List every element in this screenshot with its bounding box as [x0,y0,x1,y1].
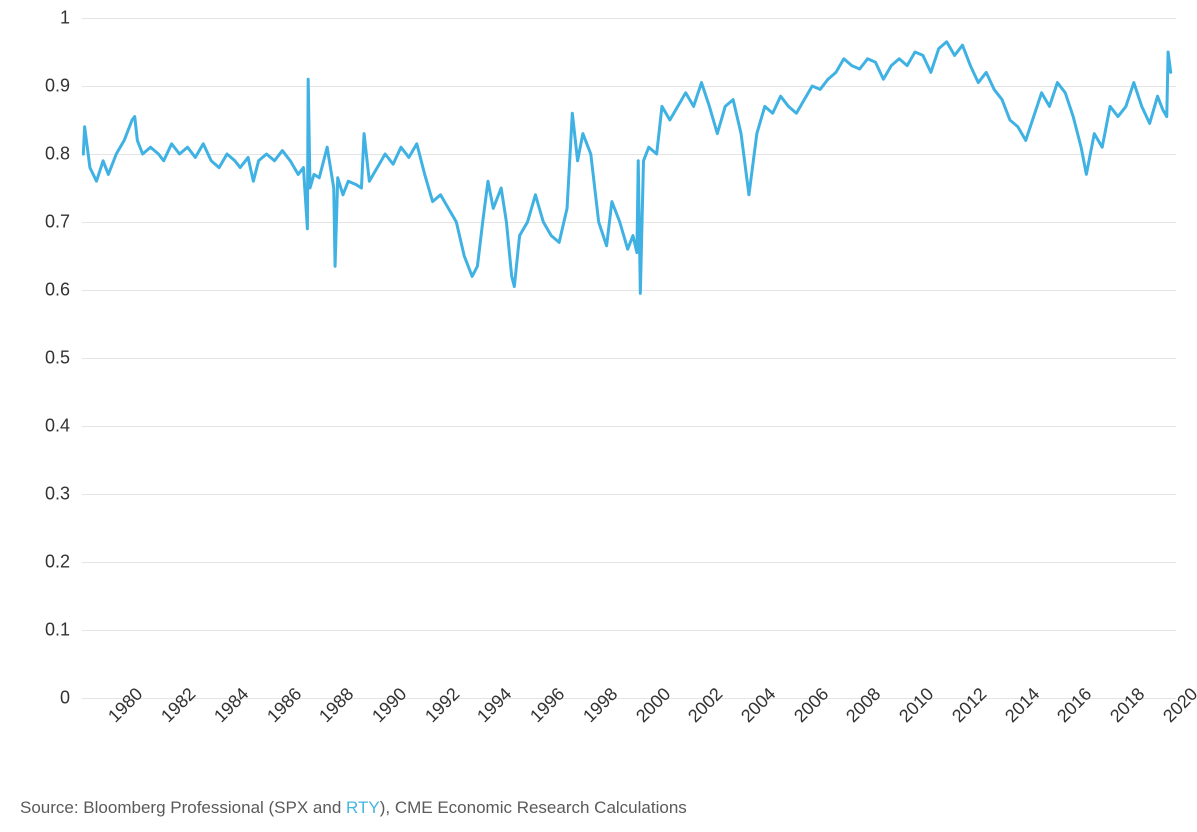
y-axis-label: 0.8 [45,144,82,165]
source-prefix: Source: Bloomberg Professional (SPX and [20,798,346,817]
y-axis-label: 0.5 [45,348,82,369]
plot-area: 00.10.20.30.40.50.60.70.80.9119801982198… [82,18,1176,698]
y-axis-label: 0.4 [45,416,82,437]
y-axis-label: 0.9 [45,76,82,97]
y-axis-label: 0 [60,688,82,709]
source-note: Source: Bloomberg Professional (SPX and … [20,798,687,818]
y-axis-label: 0.6 [45,280,82,301]
line-series [82,18,1176,698]
y-axis-label: 0.1 [45,620,82,641]
y-axis-label: 0.2 [45,552,82,573]
y-axis-label: 1 [60,8,82,29]
source-suffix: ), CME Economic Research Calculations [380,798,687,817]
y-axis-label: 0.7 [45,212,82,233]
correlation-chart: 00.10.20.30.40.50.60.70.80.9119801982198… [0,0,1197,832]
y-axis-label: 0.3 [45,484,82,505]
source-link[interactable]: RTY [346,798,380,817]
